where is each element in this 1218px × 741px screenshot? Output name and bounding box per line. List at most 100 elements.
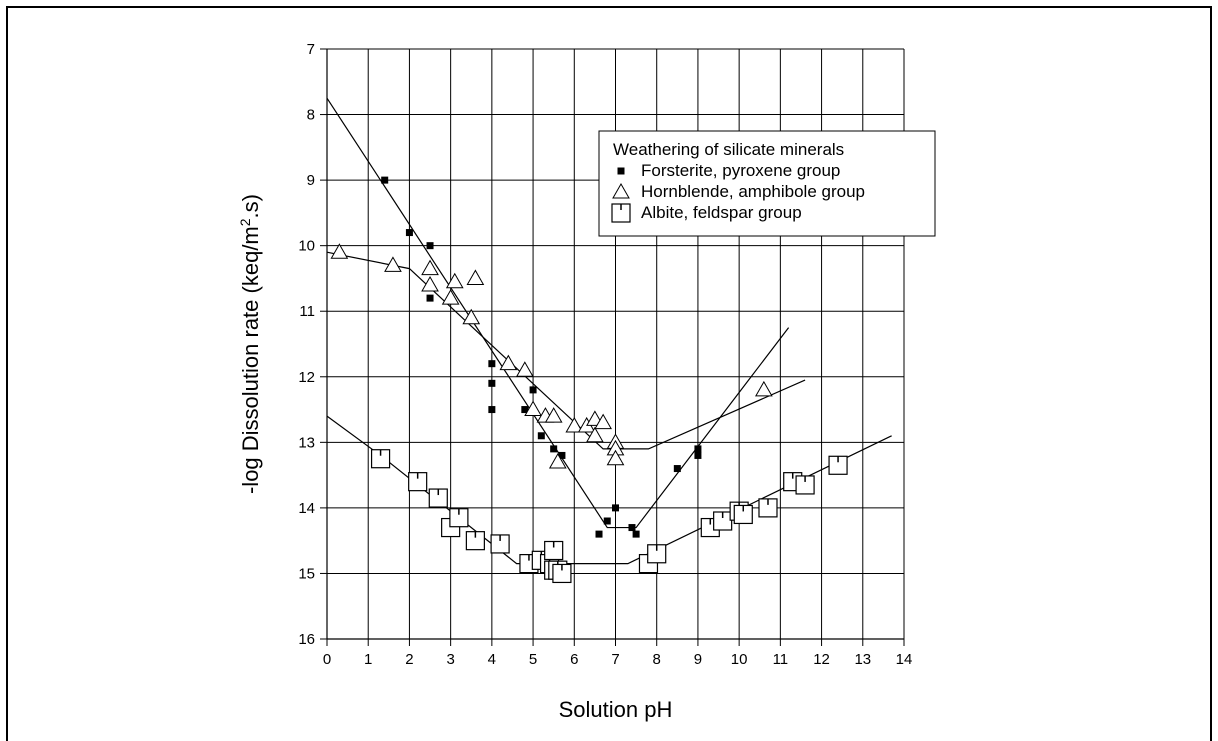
legend-entry-3: Albite, feldspar group (641, 203, 802, 222)
y-axis-label: -log Dissolution rate (keq/m2.s) (237, 194, 263, 494)
marker-square-filled (558, 451, 566, 459)
marker-triangle (548, 452, 567, 469)
data-point (488, 406, 496, 414)
legend-title: Weathering of silicate minerals (613, 140, 844, 159)
data-point (550, 445, 558, 453)
marker-triangle (462, 308, 481, 325)
marker-square-filled (628, 524, 636, 532)
legend-marker-3 (611, 203, 631, 223)
data-point (421, 259, 439, 276)
data-point (628, 524, 636, 532)
data-point (428, 488, 448, 508)
data-point (548, 452, 567, 469)
figure-frame (6, 6, 1212, 741)
data-point (594, 413, 612, 430)
data-point (713, 511, 733, 531)
y-tick-label: 15 (298, 565, 315, 582)
marker-triangle (594, 413, 612, 430)
data-point (524, 400, 542, 417)
marker-square-filled (488, 360, 496, 368)
data-point (606, 449, 625, 466)
marker-triangle (421, 275, 439, 292)
x-tick-label: 1 (364, 651, 372, 668)
series-1 (381, 176, 702, 538)
data-point (755, 380, 773, 397)
data-point (445, 272, 464, 289)
marker-square-filled (694, 445, 702, 453)
data-point (441, 289, 460, 305)
marker-triangle (612, 182, 630, 199)
data-point (758, 498, 778, 518)
y-tick-label: 12 (298, 369, 315, 386)
marker-square-filled (488, 406, 496, 414)
data-point (544, 407, 563, 423)
x-tick-label: 3 (446, 651, 454, 668)
x-tick-label: 8 (653, 651, 661, 668)
marker-square-filled (603, 517, 611, 525)
data-point (449, 508, 469, 528)
data-point (612, 504, 619, 512)
fit-line-1 (326, 97, 790, 529)
y-tick-label: 13 (298, 434, 315, 451)
data-point (462, 308, 481, 325)
x-tick-label: 5 (529, 651, 537, 668)
marker-square-filled (550, 445, 558, 453)
data-point (529, 386, 537, 394)
data-point (405, 229, 413, 237)
marker-triangle (499, 354, 518, 371)
x-tick-label: 10 (731, 651, 748, 668)
marker-square-filled (521, 406, 529, 414)
x-axis-label: Solution pH (559, 697, 673, 722)
legend-box (598, 130, 936, 237)
x-tick-label: 6 (570, 651, 578, 668)
data-point (488, 379, 496, 387)
data-point (552, 563, 572, 584)
marker-square-filled (612, 504, 619, 512)
data-points (330, 176, 848, 584)
data-point (537, 432, 545, 440)
marker-triangle (606, 449, 625, 466)
marker-square-filled (595, 530, 603, 538)
x-tick-label: 11 (773, 651, 789, 668)
data-point (381, 176, 389, 184)
x-tick-label: 4 (488, 651, 496, 668)
y-tick-label: 8 (307, 107, 315, 124)
y-tick-label: 11 (299, 303, 315, 320)
marker-square-filled (694, 451, 702, 459)
marker-square-filled (381, 176, 389, 184)
legend-entry-1: Forsterite, pyroxene group (641, 161, 840, 180)
x-tick-label: 14 (896, 651, 913, 668)
data-point (370, 449, 391, 469)
data-point (521, 406, 529, 414)
data-point (603, 517, 611, 525)
data-point (330, 243, 349, 259)
y-tick-label: 7 (307, 41, 315, 58)
data-point (466, 269, 485, 285)
legend-marker-2 (612, 182, 630, 199)
y-tick-label: 9 (307, 172, 315, 189)
data-point (544, 540, 564, 561)
marker-square-filled (632, 530, 640, 538)
data-point (558, 451, 566, 459)
data-point (632, 530, 640, 538)
marker-triangle (441, 289, 460, 305)
data-point (733, 504, 753, 525)
marker-square-filled (617, 167, 625, 175)
marker-triangle (515, 361, 534, 377)
x-tick-label: 0 (323, 651, 331, 668)
marker-triangle (384, 256, 402, 272)
marker-triangle (755, 380, 773, 397)
data-point (795, 475, 815, 495)
data-point (499, 354, 518, 371)
marker-triangle (524, 400, 542, 417)
marker-square-filled (673, 465, 681, 473)
legend: Weathering of silicate minerals Forsteri… (598, 130, 936, 237)
series-3 (370, 449, 848, 584)
marker-square-filled (537, 432, 545, 440)
marker-triangle (421, 259, 439, 276)
y-tick-label: 16 (298, 631, 315, 648)
data-point (694, 445, 702, 453)
marker-square-filled (488, 379, 496, 387)
x-tick-label: 2 (405, 651, 413, 668)
